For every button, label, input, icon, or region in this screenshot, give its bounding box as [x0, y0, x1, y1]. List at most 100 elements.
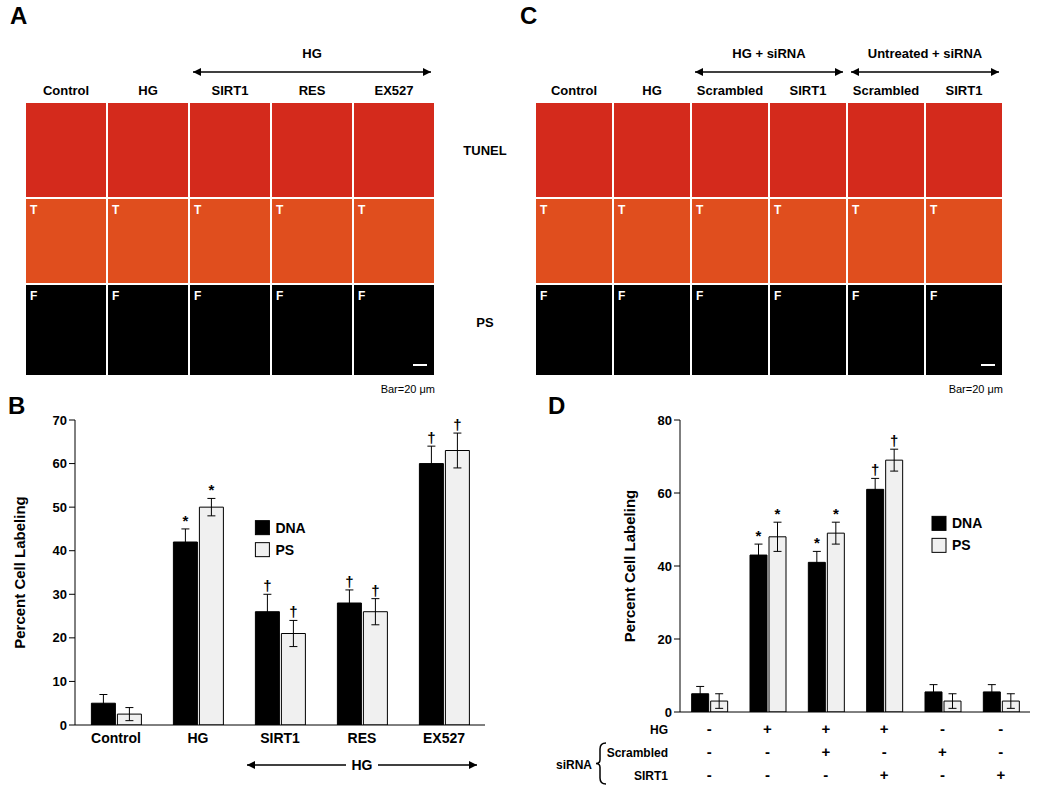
svg-text:†: † [263, 577, 271, 594]
svg-text:*: * [775, 505, 781, 522]
svg-text:HG + siRNA: HG + siRNA [732, 46, 806, 61]
svg-text:40: 40 [53, 543, 67, 558]
svg-text:+: + [880, 720, 889, 737]
svg-text:F: F [30, 289, 37, 303]
svg-text:-: - [765, 766, 770, 783]
svg-text:60: 60 [658, 486, 672, 501]
svg-text:*: * [833, 505, 839, 522]
svg-text:Control: Control [551, 83, 597, 98]
svg-text:F: F [930, 289, 937, 303]
svg-text:HG: HG [188, 730, 209, 746]
svg-text:HG: HG [352, 757, 373, 773]
svg-text:0: 0 [60, 718, 67, 733]
svg-text:T: T [774, 203, 782, 217]
svg-text:HG: HG [302, 46, 322, 61]
svg-text:PS: PS [952, 537, 971, 553]
svg-text:T: T [540, 203, 548, 217]
svg-text:0: 0 [665, 705, 672, 720]
svg-text:F: F [540, 289, 547, 303]
svg-text:T: T [194, 203, 202, 217]
svg-text:DNA: DNA [952, 515, 982, 531]
svg-text:RES: RES [348, 730, 377, 746]
svg-text:Untreated + siRNA: Untreated + siRNA [868, 46, 983, 61]
svg-text:-: - [998, 720, 1003, 737]
svg-text:RES: RES [299, 83, 326, 98]
svg-text:Scrambled: Scrambled [697, 83, 764, 98]
svg-text:DNA: DNA [275, 520, 305, 536]
svg-text:SIRT1: SIRT1 [946, 83, 983, 98]
svg-text:*: * [182, 512, 188, 529]
svg-text:T: T [930, 203, 938, 217]
svg-text:B: B [8, 392, 25, 419]
svg-text:+: + [821, 720, 830, 737]
svg-text:T: T [276, 203, 284, 217]
svg-text:F: F [696, 289, 703, 303]
svg-text:SIRT1: SIRT1 [260, 730, 300, 746]
svg-text:50: 50 [53, 500, 67, 515]
svg-text:40: 40 [658, 559, 672, 574]
svg-text:†: † [453, 416, 461, 433]
svg-text:†: † [890, 432, 898, 449]
svg-text:Percent Cell Labeling: Percent Cell Labeling [11, 496, 28, 649]
svg-text:+: + [821, 743, 830, 760]
svg-text:-: - [940, 720, 945, 737]
svg-text:F: F [276, 289, 283, 303]
svg-text:C: C [520, 2, 537, 29]
svg-text:T: T [696, 203, 704, 217]
svg-text:EX527: EX527 [423, 730, 465, 746]
svg-text:-: - [707, 743, 712, 760]
svg-text:-: - [940, 766, 945, 783]
svg-text:HG: HG [138, 83, 158, 98]
svg-text:-: - [765, 743, 770, 760]
svg-text:+: + [938, 743, 947, 760]
svg-text:F: F [852, 289, 859, 303]
svg-text:F: F [358, 289, 365, 303]
svg-text:20: 20 [53, 630, 67, 645]
svg-text:†: † [371, 582, 379, 599]
svg-text:*: * [756, 527, 762, 544]
svg-text:siRNA: siRNA [556, 758, 592, 772]
svg-text:Scrambled: Scrambled [607, 746, 668, 760]
svg-text:T: T [112, 203, 120, 217]
svg-text:T: T [852, 203, 860, 217]
svg-text:Percent Cell Labeling: Percent Cell Labeling [621, 490, 638, 643]
svg-text:F: F [194, 289, 201, 303]
svg-text:SIRT1: SIRT1 [634, 769, 668, 783]
svg-text:F: F [112, 289, 119, 303]
svg-text:*: * [208, 481, 214, 498]
svg-text:D: D [548, 392, 565, 419]
svg-text:F: F [774, 289, 781, 303]
svg-text:+: + [996, 766, 1005, 783]
svg-text:A: A [10, 2, 27, 29]
svg-text:70: 70 [53, 413, 67, 428]
svg-text:-: - [823, 766, 828, 783]
svg-text:10: 10 [53, 674, 67, 689]
svg-text:Control: Control [91, 730, 141, 746]
svg-text:Scrambled: Scrambled [853, 83, 920, 98]
svg-text:†: † [871, 461, 879, 478]
svg-text:*: * [814, 534, 820, 551]
svg-text:+: + [880, 766, 889, 783]
svg-text:-: - [707, 766, 712, 783]
svg-text:-: - [707, 720, 712, 737]
svg-text:†: † [345, 573, 353, 590]
svg-text:†: † [427, 429, 435, 446]
svg-text:HG: HG [642, 83, 662, 98]
svg-text:F: F [618, 289, 625, 303]
svg-text:Bar=20 μm: Bar=20 μm [949, 383, 1003, 395]
svg-text:-: - [882, 743, 887, 760]
svg-text:T: T [30, 203, 38, 217]
svg-text:T: T [358, 203, 366, 217]
svg-text:-: - [998, 743, 1003, 760]
svg-text:80: 80 [658, 413, 672, 428]
svg-text:60: 60 [53, 456, 67, 471]
svg-text:HG: HG [650, 723, 668, 737]
svg-text:†: † [289, 603, 297, 620]
svg-text:SIRT1: SIRT1 [212, 83, 249, 98]
svg-text:20: 20 [658, 632, 672, 647]
svg-text:PS: PS [476, 315, 494, 330]
svg-text:EX527: EX527 [374, 83, 413, 98]
svg-text:PS: PS [275, 542, 294, 558]
svg-text:TUNEL: TUNEL [463, 143, 506, 158]
svg-text:+: + [763, 720, 772, 737]
